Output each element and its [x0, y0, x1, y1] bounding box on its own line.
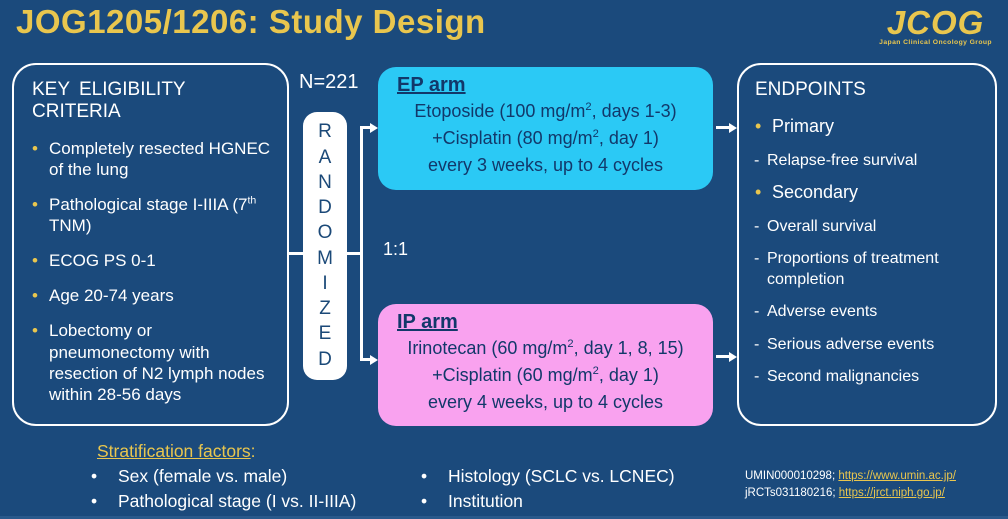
bullet-icon: • [421, 466, 428, 486]
dash-icon: - [754, 335, 760, 353]
stratification-block: Stratification factors: • Sex (female vs.… [86, 441, 675, 514]
registry-link-jrct[interactable]: https://jrct.niph.go.jp/ [838, 486, 945, 499]
eligibility-panel: KEY ELIGIBILITY CRITERIA • Completely re… [12, 63, 289, 426]
sample-size-label: N=221 [299, 71, 359, 93]
endpoints-secondary-label: • Secondary [755, 182, 859, 203]
randomized-box: R A N D O M I Z E D [303, 112, 347, 380]
ip-arm-line: every 4 weeks, up to 4 cycles [427, 392, 664, 412]
endpoint-item: - Adverse events [753, 301, 981, 322]
endpoints-panel: ENDPOINTS • Primary - Relapse-free survi… [737, 63, 997, 426]
connector-split-vertical [360, 126, 363, 361]
ep-arm-title: EP arm [397, 74, 466, 96]
ep-arm-line: +Cisplatin (80 mg/m2, day 1) [432, 128, 659, 148]
ep-arm-box: EP arm Etoposide (100 mg/m2, days 1-3) +… [378, 67, 713, 190]
registry-link-umin[interactable]: https://www.umin.ac.jp/ [838, 470, 956, 482]
endpoint-item: - Relapse-free survival [753, 150, 981, 171]
eligibility-item: • Completely resected HGNEC of the lung [32, 139, 271, 180]
jcog-logo-text: JCOG [886, 4, 985, 41]
registry-line: jRCTs031180216; https://jrct.niph.go.jp/ [745, 485, 956, 502]
dash-icon: - [754, 303, 760, 321]
ip-arm-title: IP arm [397, 311, 458, 333]
connector-eligibility-to-randomized [288, 252, 303, 255]
stratification-item: • Pathological stage (I vs. II-IIIA) [86, 489, 416, 514]
endpoints-primary-label: • Primary [755, 116, 834, 136]
slide-title: JOG1205/1206: Study Design [16, 3, 486, 40]
bullet-icon: • [91, 466, 98, 486]
eligibility-item: • Lobectomy or pneumonectomy with resect… [32, 321, 265, 404]
bullet-icon: • [32, 139, 38, 158]
endpoints-title: ENDPOINTS [755, 79, 866, 100]
stratification-item: • Histology (SCLC vs. LCNEC) [416, 464, 675, 489]
ep-arm-line: Etoposide (100 mg/m2, days 1-3) [414, 101, 677, 121]
registry-block: UMIN000010298; https://www.umin.ac.jp/ j… [745, 468, 956, 501]
arrow-ep-to-endpoints-icon [716, 122, 737, 133]
bullet-icon: • [421, 491, 428, 511]
dash-icon: - [754, 250, 760, 268]
ip-arm-line: +Cisplatin (60 mg/m2, day 1) [432, 365, 659, 385]
endpoint-item: - Proportions of treatment completion [754, 250, 939, 289]
registry-line: UMIN000010298; https://www.umin.ac.jp/ [745, 468, 956, 485]
bullet-icon: • [32, 321, 38, 341]
stratification-item: • Institution [416, 489, 675, 514]
stratification-column-1: • Sex (female vs. male) • Pathological sta… [86, 464, 416, 514]
eligibility-item: • Age 20-74 years [32, 286, 174, 306]
dash-icon: - [754, 367, 760, 385]
arrow-to-ep-arm-icon [360, 122, 378, 133]
dash-icon: - [754, 152, 760, 169]
ip-arm-line: Irinotecan (60 mg/m2, day 1, 8, 15) [407, 338, 684, 358]
bullet-icon: • [755, 182, 762, 203]
randomization-ratio-label: 1:1 [383, 239, 409, 259]
eligibility-list: • Completely resected HGNEC of the lung … [30, 138, 273, 405]
ep-arm-line: every 3 weeks, up to 4 cycles [427, 155, 664, 175]
connector-randomized-to-split [347, 252, 363, 255]
eligibility-item: • ECOG PS 0-1 [32, 251, 156, 271]
registry-id: jRCTs031180216; [745, 486, 836, 499]
arrow-to-ip-arm-icon [360, 354, 378, 365]
eligibility-title: KEY ELIGIBILITY CRITERIA [32, 79, 186, 122]
arrow-ip-to-endpoints-icon [716, 351, 737, 362]
endpoint-item: - Second malignancies [753, 366, 981, 387]
eligibility-item: • Pathological stage I-IIIA (7th TNM) [32, 194, 257, 236]
stratification-column-2: • Histology (SCLC vs. LCNEC) • Institution [416, 464, 675, 514]
jcog-logo-subtext: Japan Clinical Oncology Group [879, 39, 992, 46]
dash-icon: - [754, 218, 760, 236]
endpoint-item: - Overall survival [753, 216, 981, 237]
bullet-icon: • [32, 286, 38, 306]
bullet-icon: • [32, 195, 38, 215]
bottom-edge-strip [0, 516, 1008, 519]
bullet-icon: • [755, 116, 762, 136]
bullet-icon: • [91, 491, 98, 511]
registry-id: UMIN000010298; [745, 470, 836, 482]
endpoint-item: - Serious adverse events [753, 334, 981, 355]
bullet-icon: • [32, 251, 38, 271]
stratification-item: • Sex (female vs. male) [86, 464, 416, 489]
jcog-logo: JCOG Japan Clinical Oncology Group [879, 4, 992, 47]
ip-arm-box: IP arm Irinotecan (60 mg/m2, day 1, 8, 1… [378, 304, 713, 426]
stratification-heading: Stratification factors: [97, 441, 256, 461]
